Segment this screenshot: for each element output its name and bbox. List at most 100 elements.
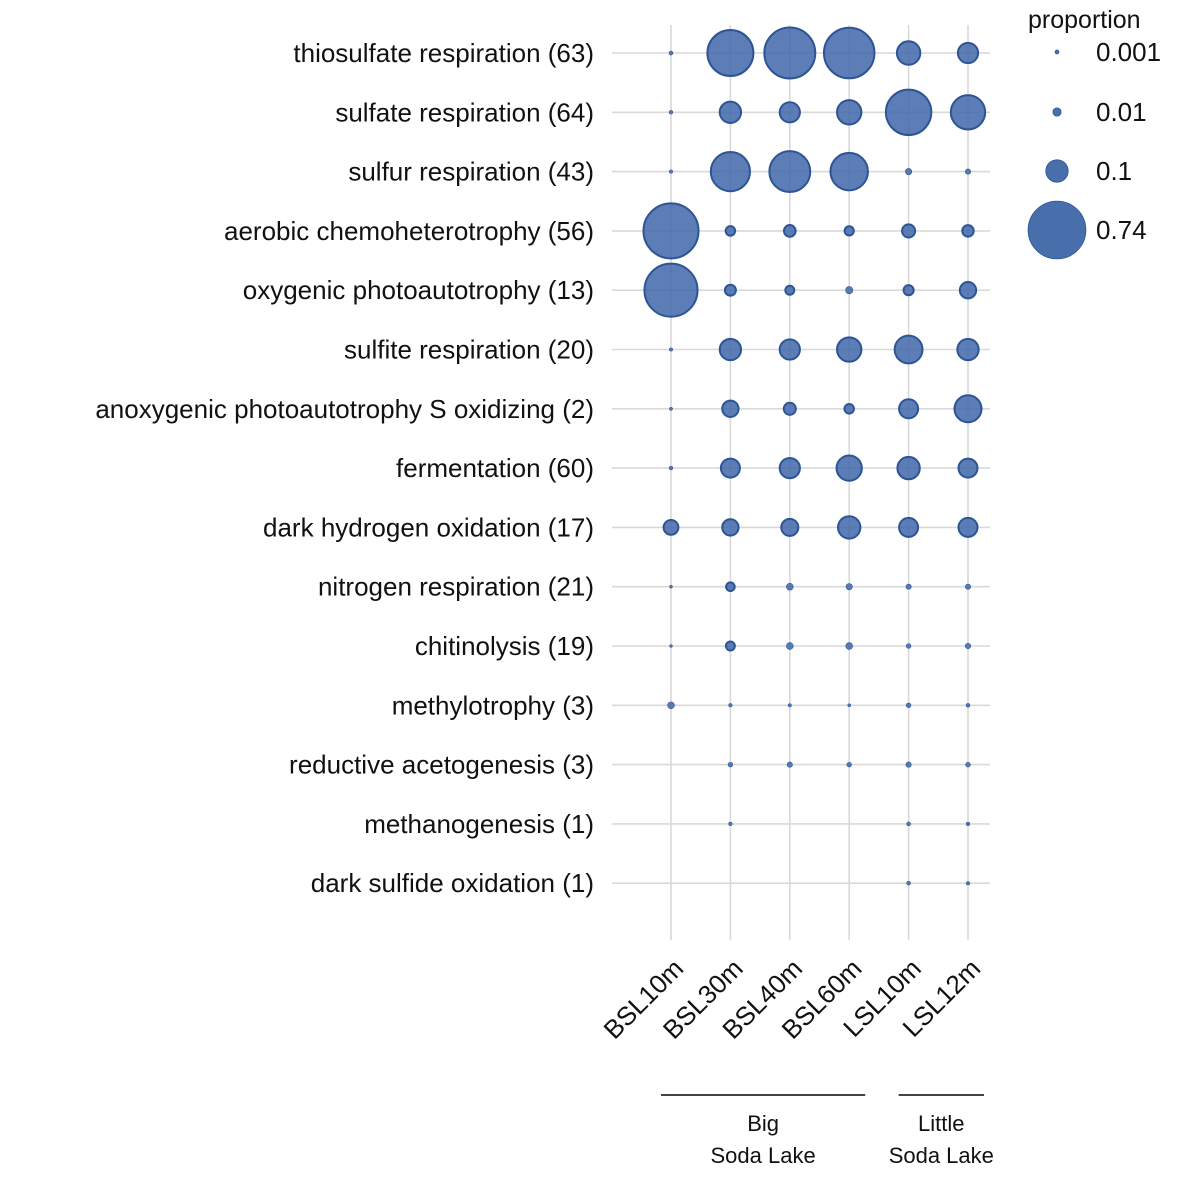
function-label: fermentation (60) [396,453,594,483]
proportion-point [786,642,794,650]
function-label: sulfate respiration (64) [335,97,594,127]
group-label-line1: Little [918,1111,964,1136]
proportion-point [961,224,975,238]
proportion-point [956,337,980,362]
proportion-point [780,517,800,537]
function-label: aerobic chemoheterotrophy (56) [224,216,594,246]
function-label: methanogenesis (1) [364,809,594,839]
function-label: anoxygenic photoautotrophy S oxidizing (… [95,394,594,424]
proportion-point [718,100,743,124]
proportion-point [721,518,740,537]
proportion-point [884,88,933,137]
proportion-point [845,286,854,295]
proportion-point [786,761,793,768]
proportion-point [725,581,736,593]
proportion-point [778,456,801,480]
proportion-point [668,50,674,56]
function-label: methylotrophy (3) [392,690,594,720]
proportion-point [843,225,855,237]
proportion-point [709,151,752,193]
legend-key-circle [1052,107,1062,117]
proportion-point [719,457,741,479]
size-legend: proportion 0.001 0.01 0.1 0.74 [1027,6,1161,260]
proportion-point [763,26,817,80]
proportion-point [957,457,979,479]
proportion-point [836,336,863,363]
proportion-point [906,821,911,827]
proportion-point [778,101,801,124]
proportion-point [835,454,863,482]
proportion-point [847,703,851,708]
function-label: sulfite respiration (20) [344,335,594,365]
proportion-point [786,582,794,591]
proportion-point [905,168,913,176]
proportion-point [893,334,924,365]
proportion-point [667,701,675,710]
proportion-point [965,643,971,649]
proportion-point [778,338,801,361]
proportion-point [724,225,737,237]
proportion-point [896,455,921,481]
legend-key-circle [1027,200,1087,260]
proportion-point [905,761,912,768]
proportion-point [668,110,674,115]
proportion-point [724,640,736,652]
proportion-point [782,401,797,416]
function-label: dark sulfide oxidation (1) [311,868,594,898]
proportion-point [662,518,680,536]
function-label: oxygenic photoautotrophy (13) [243,275,594,305]
group-label-line1: Big [747,1111,779,1136]
proportion-point [956,41,980,65]
proportion-point [905,583,912,590]
proportion-point [728,821,733,826]
legend-entry-label: 0.74 [1096,215,1147,245]
proportion-point [836,99,863,126]
proportion-point [843,403,855,415]
proportion-point [965,881,970,886]
proportion-point [669,169,673,174]
proportion-point [837,515,862,540]
legend-entry-label: 0.01 [1096,97,1147,127]
proportion-point [784,284,796,296]
proportion-point [965,703,971,708]
legend-key-circle [1054,49,1060,55]
lake-group-annotations: Big Soda Lake Little Soda Lake [661,1094,994,1168]
proportion-point [727,761,734,768]
proportion-point [965,168,971,175]
group-label-line2: Soda Lake [710,1143,815,1168]
proportion-point [669,644,673,648]
proportion-point [723,283,737,297]
proportion-point [669,406,673,411]
proportion-point [669,347,673,352]
proportion-point [965,821,971,827]
proportion-point [905,643,912,649]
proportion-point [965,583,971,590]
function-label: sulfur respiration (43) [348,157,594,187]
function-label: reductive acetogenesis (3) [289,750,594,780]
proportion-point [643,262,699,318]
legend-entry-label: 0.001 [1096,37,1161,67]
proportion-point [728,703,733,708]
proportion-point [949,94,987,131]
proportion-point [782,224,797,238]
proportion-point [957,516,979,538]
proportion-point [898,398,920,420]
legend-key-circle [1045,159,1069,183]
proportion-point [845,642,853,650]
proportion-point [902,284,915,297]
proportion-point [965,761,971,768]
proportion-point [906,880,911,886]
function-label: dark hydrogen oxidation (17) [263,512,594,542]
proportion-point [668,466,674,471]
legend-title: proportion [1028,6,1141,34]
proportion-point [787,703,792,708]
proportion-point [721,399,740,418]
function-label: chitinolysis (19) [415,631,594,661]
proportion-point [901,223,917,239]
group-label-line2: Soda Lake [889,1143,994,1168]
legend-entry-label: 0.1 [1096,156,1132,186]
proportion-point [829,151,869,192]
proportion-point [846,761,852,768]
